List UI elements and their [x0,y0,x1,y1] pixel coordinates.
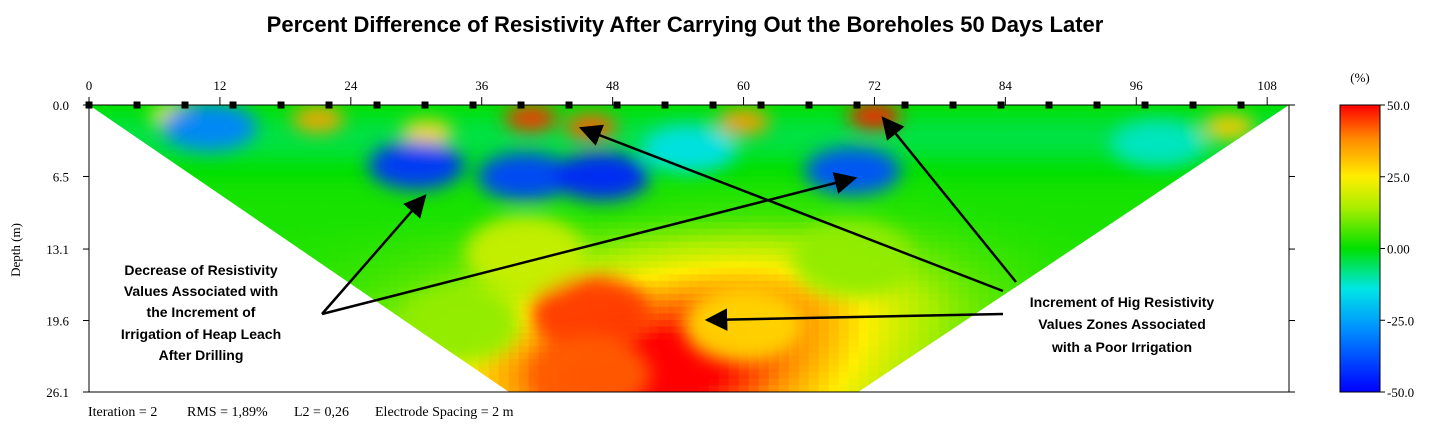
arrow-to-high-zone-72 [881,116,1017,283]
anomaly-3 [717,108,770,135]
electrode-marker [133,101,141,109]
electrode-marker [661,101,669,109]
x-tick-label-0: 0 [86,78,93,93]
colorbar-unit: (%) [1350,70,1370,85]
anomaly-9 [477,152,574,201]
anomaly-0 [504,105,557,132]
anomaly-13 [641,124,737,173]
annotation-decrease-line-5: After Drilling [159,347,244,363]
y-tick-label-4: 26.1 [46,385,69,400]
electrode-marker [1237,101,1245,109]
electrode-marker [1045,101,1053,109]
electrode-marker [709,101,717,109]
electrode-marker [229,101,237,109]
annotation-increment-line-2: Values Zones Associated [1038,316,1206,332]
electrode-marker [613,101,621,109]
x-tick-label-2: 24 [344,78,358,93]
anomaly-1 [564,113,617,140]
anomaly-16 [530,336,651,392]
x-tick-label-9: 108 [1257,78,1277,93]
electrode-marker [565,101,573,109]
electrode-marker [469,101,477,109]
electrode-marker [325,101,333,109]
annotation-decrease-line-2: Values Associated with [124,283,278,299]
colorbar-tick-label-0: 50.0 [1387,98,1410,113]
colorbar-tick-label-3: -25.0 [1387,313,1414,328]
arrow-to-high-zone-48 [578,124,1004,293]
anomaly-19 [792,220,913,297]
anomaly-14 [1110,119,1207,168]
electrode-marker [853,101,861,109]
y-axis-label: Depth (m) [8,223,23,277]
electrode-marker [421,101,429,109]
electrode-marker [757,101,765,109]
anomaly-17 [683,286,804,363]
y-tick-label-1: 6.5 [53,169,69,184]
y-tick-label-3: 19.6 [46,314,69,329]
annotation-decrease-line-3: the Increment of [147,304,256,320]
electrode-marker [1141,101,1149,109]
x-tick-label-5: 60 [737,78,750,93]
chart-title: Percent Difference of Resistivity After … [266,12,1104,37]
anomaly-2 [292,106,345,133]
colorbar-tick-label-4: -50.0 [1387,385,1414,400]
colorbar: (%) 50.0 25.0 0.00 -25.0 -50.0 [1339,70,1414,400]
annotation-decrease: Decrease of Resistivity Values Associate… [121,262,281,363]
annotation-decrease-line-1: Decrease of Resistivity [124,262,278,278]
annotation-increment-line-3: with a Poor Irrigation [1051,339,1192,355]
annotation-increment: Increment of Hig Resistivity Values Zone… [1030,294,1215,355]
electrode-marker [949,101,957,109]
anomaly-10 [553,152,650,201]
anomaly-8 [368,141,465,190]
anomaly-11 [804,146,901,195]
electrode-marker [1093,101,1101,109]
footer-rms: RMS = 1,89% [187,405,268,420]
colorbar-gradient [1339,104,1381,393]
anomaly-7 [401,119,454,146]
anomaly-5 [1203,113,1255,140]
x-tick-label-3: 36 [475,78,489,93]
x-tick-label-8: 96 [1130,78,1144,93]
annotation-decrease-line-4: Irrigation of Heap Leach [121,326,281,342]
y-tick-label-0: 0.0 [53,98,69,113]
anomaly-15 [530,275,651,352]
electrode-marker [181,101,189,109]
arrow-to-low-zone-left [321,194,427,315]
electrode-marker [901,101,909,109]
anomaly-12 [161,105,257,151]
x-tick-label-7: 84 [999,78,1013,93]
annotation-arrows [321,116,1017,331]
footer-l2: L2 = 0,26 [294,405,349,420]
anomaly-18 [465,215,586,292]
y-tick-label-2: 13.1 [46,242,69,257]
electrode-marker [805,101,813,109]
electrode-marker [277,101,285,109]
electrode-marker [373,101,381,109]
plot-frame [88,104,1290,393]
footer-iteration: Iteration = 2 [88,405,157,420]
x-tick-label-6: 72 [868,78,881,93]
electrode-marker [1189,101,1197,109]
resistivity-section [89,105,1289,392]
electrode-marker [517,101,525,109]
electrode-marker [85,101,93,109]
anomaly-20 [399,286,520,363]
plot-axes: 0 12 24 36 48 60 72 84 96 108 0.0 6.5 13.1 19.6 26.1 [46,78,1295,400]
colorbar-tick-label-1: 25.0 [1387,170,1410,185]
colorbar-tick-label-2: 0.00 [1387,242,1410,257]
arrow-to-deep-high-zone [704,308,1004,331]
footer-electrode-spacing: Electrode Spacing = 2 m [375,405,514,420]
inversion-footer: Iteration = 2 RMS = 1,89% L2 = 0,26 Elec… [88,405,514,420]
x-tick-label-4: 48 [606,78,619,93]
x-tick-label-1: 12 [213,78,226,93]
annotation-increment-line-1: Increment of Hig Resistivity [1030,294,1215,310]
electrode-marker [997,101,1005,109]
